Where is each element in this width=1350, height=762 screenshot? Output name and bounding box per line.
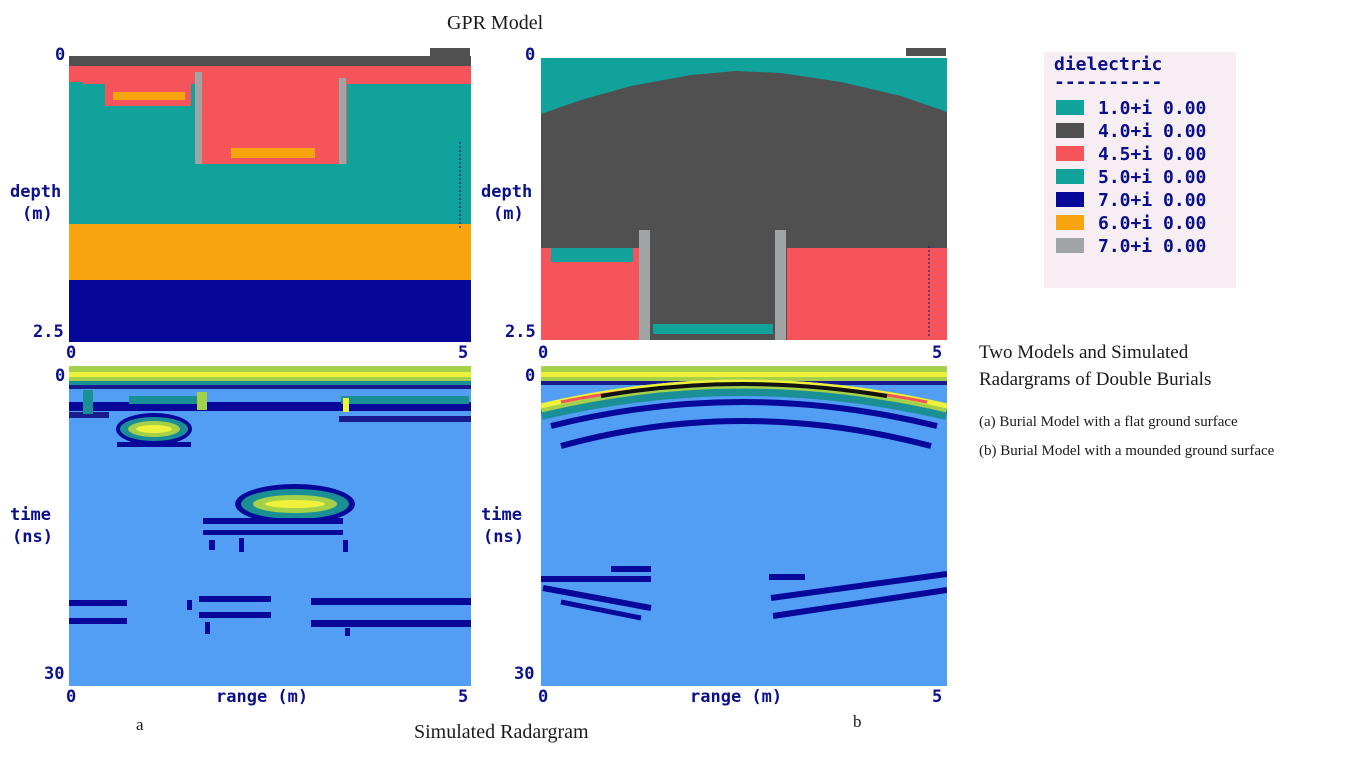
legend-item-label: 6.0+i 0.00 <box>1098 213 1207 234</box>
model-a-scale-bar <box>430 48 470 56</box>
radargram-a-range-max: 5 <box>458 687 469 707</box>
radargram-a-time-min: 0 <box>55 366 66 386</box>
model-a-depth-label: depth <box>10 182 62 202</box>
radargram-a-time-max: 30 <box>44 664 65 684</box>
model-b-depth-min: 0 <box>525 45 536 65</box>
caption-title-line2: Radargrams of Double Burials <box>979 369 1212 390</box>
radargram-b-time-max: 30 <box>514 664 535 684</box>
gpr-model-title: GPR Model <box>447 12 544 34</box>
model-b-depth-unit: (m) <box>493 204 524 224</box>
simulated-radargram-title: Simulated Radargram <box>414 721 589 743</box>
legend-underline: ---------- <box>1054 72 1163 93</box>
model-a-depth-min: 0 <box>55 45 66 65</box>
legend-title: dielectric <box>1054 54 1163 75</box>
radargram-b-range-max: 5 <box>932 687 943 707</box>
legend-item-label: 4.0+i 0.00 <box>1098 121 1207 142</box>
model-b-range-min: 0 <box>538 343 549 363</box>
model-a-range-min: 0 <box>66 343 77 363</box>
legend-item-label: 1.0+i 0.00 <box>1098 98 1207 119</box>
caption-item-a: (a) Burial Model with a flat ground surf… <box>979 414 1238 430</box>
legend-item-label: 4.5+i 0.00 <box>1098 144 1207 165</box>
radargram-a-time-label: time <box>10 505 51 525</box>
radargram-a-plot <box>69 366 471 686</box>
caption-item-b: (b) Burial Model with a mounded ground s… <box>979 443 1275 459</box>
legend-item-label: 5.0+i 0.00 <box>1098 167 1207 188</box>
model-b-depth-max: 2.5 <box>505 322 536 342</box>
dielectric-legend: dielectric ---------- 1.0+i 0.00 4.0+i 0.… <box>1044 52 1236 288</box>
panel-label-b: b <box>853 712 862 731</box>
radargram-b-time-min: 0 <box>525 366 536 386</box>
legend-swatch <box>1056 238 1084 253</box>
radargram-a-range-min: 0 <box>66 687 77 707</box>
model-b-depth-label: depth <box>481 182 533 202</box>
model-b-plot <box>541 58 947 340</box>
legend-swatch <box>1056 146 1084 161</box>
radargram-b-range-min: 0 <box>538 687 549 707</box>
panel-label-a: a <box>136 715 144 734</box>
radargram-b-time-label: time <box>481 505 522 525</box>
model-a-plot <box>69 56 471 342</box>
model-a-depth-unit: (m) <box>22 204 53 224</box>
model-b-range-max: 5 <box>932 343 943 363</box>
legend-swatch <box>1056 169 1084 184</box>
legend-swatch <box>1056 192 1084 207</box>
radargram-b-time-unit: (ns) <box>483 527 524 547</box>
model-b-scale-bar <box>906 48 946 56</box>
radargram-a-time-unit: (ns) <box>12 527 53 547</box>
model-a-range-max: 5 <box>458 343 469 363</box>
radargram-b-plot <box>541 366 947 686</box>
legend-swatch <box>1056 100 1084 115</box>
model-a-depth-max: 2.5 <box>33 322 64 342</box>
radargram-a-range-label: range (m) <box>216 687 309 707</box>
legend-item-label: 7.0+i 0.00 <box>1098 190 1207 211</box>
legend-swatch <box>1056 123 1084 138</box>
legend-swatch <box>1056 215 1084 230</box>
caption-title-line1: Two Models and Simulated <box>979 342 1189 363</box>
radargram-b-range-label: range (m) <box>690 687 783 707</box>
legend-item-label: 7.0+i 0.00 <box>1098 236 1207 257</box>
